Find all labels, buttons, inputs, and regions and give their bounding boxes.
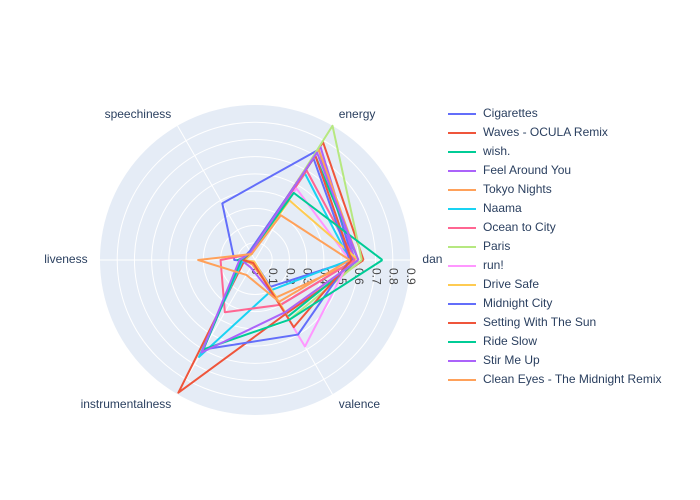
legend-item-label[interactable]: Stir Me Up (483, 353, 540, 367)
axis-label-liveness: liveness (44, 252, 87, 266)
legend-item-label[interactable]: Drive Safe (483, 277, 539, 291)
axis-label-valence: valence (339, 397, 381, 411)
angular-axis-labels: dan energy speechiness liveness instrumental… (44, 107, 442, 411)
legend-item-label[interactable]: Tokyo Nights (483, 182, 552, 196)
axis-label-dan: dan (422, 252, 442, 266)
radial-tick-label: 0.8 (387, 268, 401, 285)
legend-item-label[interactable]: Setting With The Sun (483, 315, 596, 329)
series-traces[interactable] (177, 124, 384, 394)
legend-item-label[interactable]: Clean Eyes - The Midnight Remix (483, 372, 662, 386)
radial-tick-label: 0.1 (266, 268, 280, 285)
legend-item-label[interactable]: Waves - OCULA Remix (483, 125, 608, 139)
legend-item-label[interactable]: Naama (483, 201, 522, 215)
series-line[interactable] (200, 151, 360, 354)
axis-label-energy: energy (339, 107, 376, 121)
legend-item-label[interactable]: Ocean to City (483, 220, 556, 234)
legend[interactable]: Cigarettes Waves - OCULA Remix wish. Feel A… (448, 106, 662, 386)
legend-item-label[interactable]: run! (483, 258, 504, 272)
legend-item-label[interactable]: Midnight City (483, 296, 552, 310)
radial-tick-label: 0.9 (404, 268, 418, 285)
legend-item-label[interactable]: Cigarettes (483, 106, 538, 120)
radial-tick-label: 0 (249, 268, 263, 275)
legend-item-label[interactable]: Paris (483, 239, 510, 253)
axis-label-speechiness: speechiness (105, 107, 172, 121)
radial-tick-label: 0.6 (352, 268, 366, 285)
legend-item-label[interactable]: wish. (482, 144, 510, 158)
radial-tick-label: 0.7 (369, 268, 383, 285)
axis-label-instrumentalness: instrumentalness (81, 397, 172, 411)
legend-item-label[interactable]: Ride Slow (483, 334, 537, 348)
angular-gridline-speechiness (177, 125, 256, 261)
legend-item-label[interactable]: Feel Around You (483, 163, 571, 177)
series-line[interactable] (197, 214, 351, 303)
angular-gridline-instrumentalness (177, 259, 256, 395)
